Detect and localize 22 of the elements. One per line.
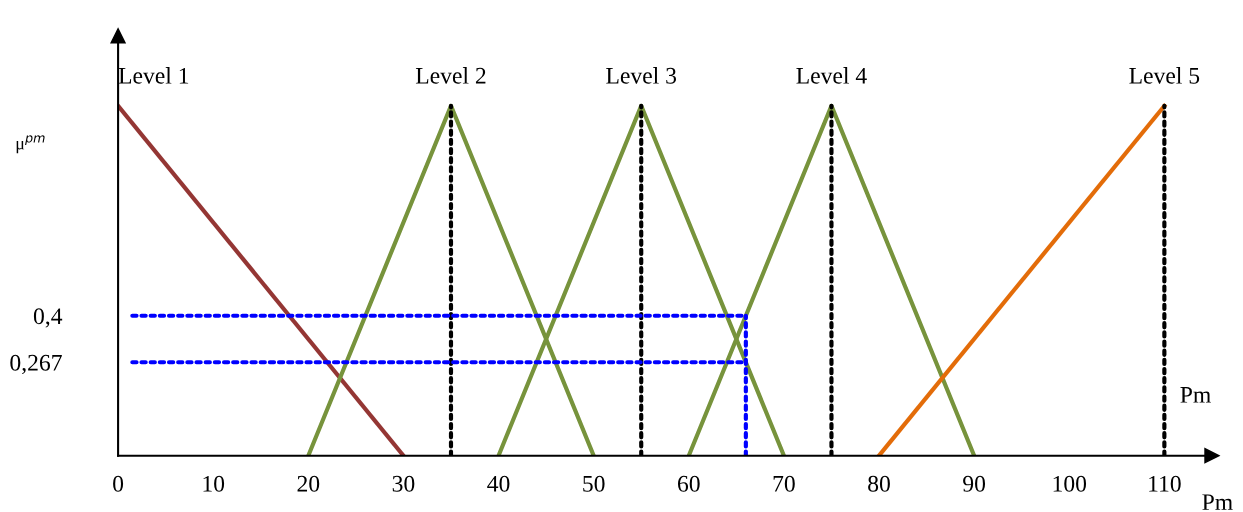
x-tick-label: 70: [773, 475, 795, 492]
x-tick-label: 20: [297, 475, 320, 492]
series-label: Level 2: [415, 67, 486, 84]
annotation: Pm: [1180, 387, 1211, 403]
series-label: Level 1: [118, 67, 189, 84]
series-label: Level 5: [1129, 67, 1200, 84]
x-tick-label: 90: [963, 475, 986, 492]
series-label: Level 3: [606, 67, 677, 84]
y-tick-label: 0,4: [33, 308, 63, 328]
x-tick-label: 80: [868, 475, 890, 492]
x-tick-label: 10: [203, 475, 225, 492]
x-tick-label: 60: [677, 475, 700, 492]
x-tick-label: 30: [392, 475, 415, 492]
x-tick-label: 40: [487, 475, 510, 492]
x-axis-title: Pm: [1202, 494, 1233, 510]
y-tick-label: 0,267: [10, 354, 62, 375]
x-tick-label: 50: [583, 475, 605, 492]
x-tick-label: 110: [1149, 475, 1181, 492]
series-label: Level 4: [796, 67, 867, 84]
y-axis-title: μ$^{pm}$: [16, 135, 45, 154]
x-tick-label: 0: [113, 475, 124, 492]
x-tick-label: 100: [1053, 475, 1087, 492]
